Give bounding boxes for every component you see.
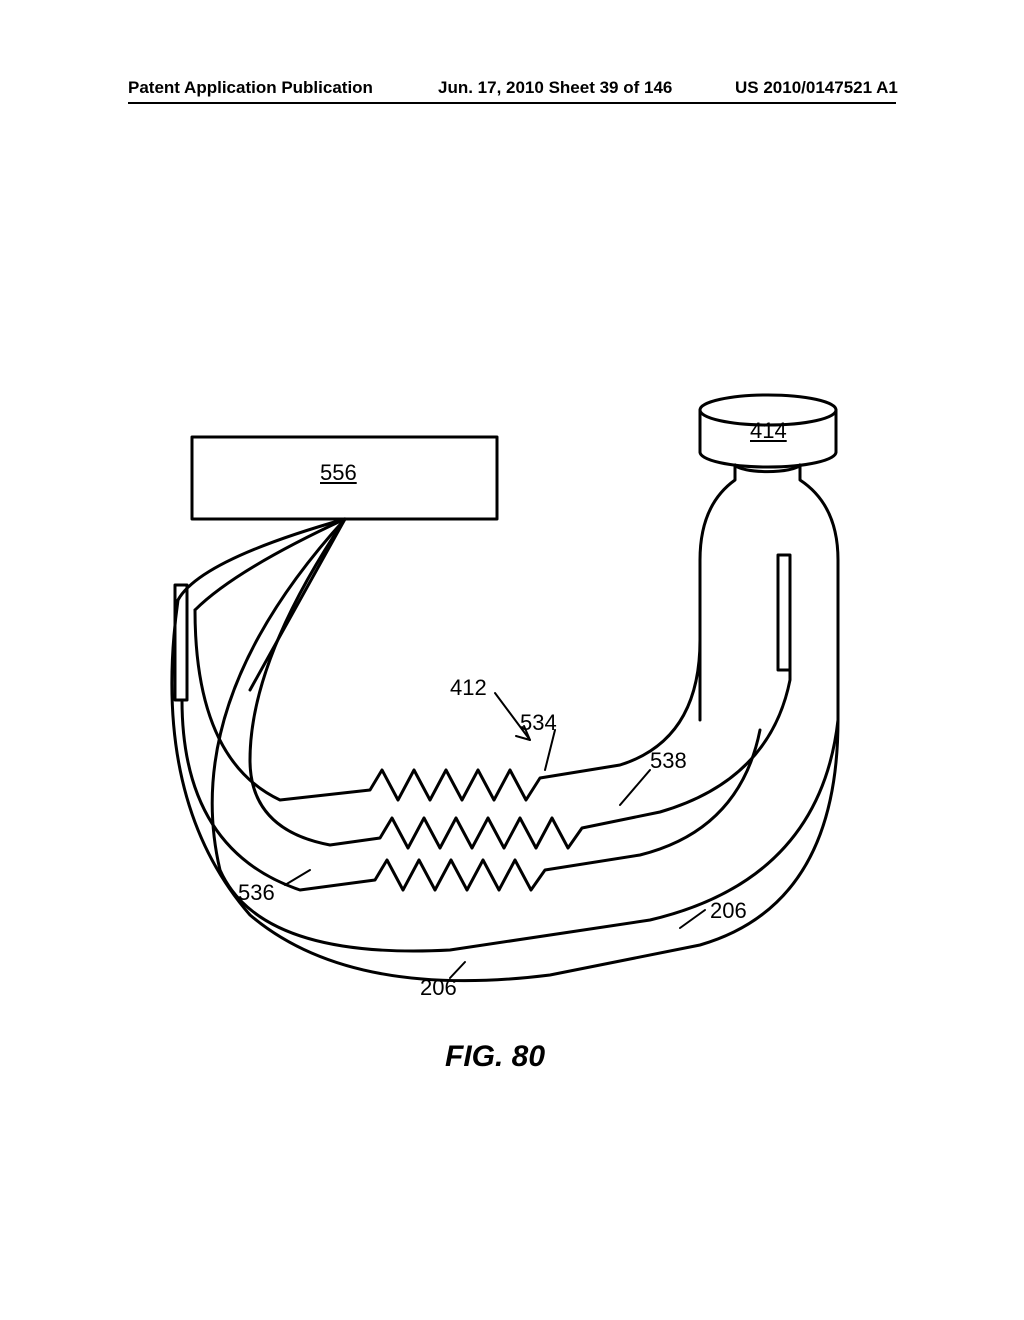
label-536: 536 bbox=[238, 880, 275, 906]
label-414: 414 bbox=[750, 418, 787, 444]
heater-538 bbox=[250, 519, 790, 848]
label-412: 412 bbox=[450, 675, 487, 701]
label-538: 538 bbox=[650, 748, 687, 774]
left-lines-from-556 bbox=[178, 519, 345, 690]
label-206a: 206 bbox=[710, 898, 747, 924]
label-206b: 206 bbox=[420, 975, 457, 1001]
heater-534 bbox=[195, 610, 700, 800]
bottle-body bbox=[700, 465, 838, 720]
label-556: 556 bbox=[320, 460, 357, 486]
label-534: 534 bbox=[520, 710, 557, 736]
right-bar bbox=[778, 555, 790, 670]
figure-caption: FIG. 80 bbox=[445, 1040, 545, 1074]
page: Patent Application Publication Jun. 17, … bbox=[0, 0, 1024, 1320]
leaders bbox=[285, 693, 705, 978]
figure-80: 556 414 412 534 538 536 206 206 FIG. 80 bbox=[0, 0, 1024, 1320]
figure-svg bbox=[0, 0, 1024, 1320]
